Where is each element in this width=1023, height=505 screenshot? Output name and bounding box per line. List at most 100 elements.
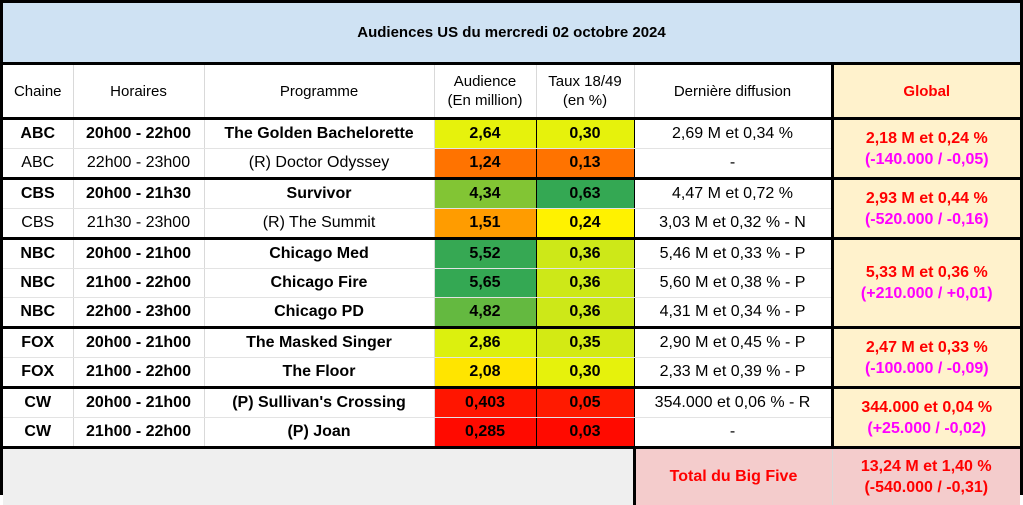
header-taux: Taux 18/49 (en %) <box>536 65 634 119</box>
cell-horaires: 22h00 - 23h00 <box>73 298 204 328</box>
cell-audience: 2,64 <box>434 119 536 149</box>
global-delta: (-140.000 / -0,05) <box>834 149 1021 170</box>
cell-chaine: NBC <box>3 239 73 269</box>
header-taux-line2: (en %) <box>563 92 607 109</box>
cell-audience: 1,24 <box>434 149 536 179</box>
header-taux-line1: Taux 18/49 <box>548 73 621 90</box>
total-main: 13,24 M et 1,40 % <box>833 456 1021 477</box>
cell-derniere: 2,90 M et 0,45 % - P <box>634 328 832 358</box>
cell-programme: Chicago Fire <box>204 269 434 298</box>
cell-chaine: ABC <box>3 119 73 149</box>
cell-derniere: 354.000 et 0,06 % - R <box>634 388 832 418</box>
cell-chaine: CW <box>3 418 73 448</box>
cell-chaine: CBS <box>3 179 73 209</box>
cell-taux: 0,05 <box>536 388 634 418</box>
global-cell-nbc: 5,33 M et 0,36 %(+210.000 / +0,01) <box>832 239 1020 328</box>
cell-derniere: 4,31 M et 0,34 % - P <box>634 298 832 328</box>
header-programme: Programme <box>204 65 434 119</box>
global-delta: (-520.000 / -0,16) <box>834 209 1021 230</box>
cell-audience: 2,08 <box>434 358 536 388</box>
cell-audience: 4,82 <box>434 298 536 328</box>
header-horaires: Horaires <box>73 65 204 119</box>
cell-derniere: 2,33 M et 0,39 % - P <box>634 358 832 388</box>
cell-horaires: 21h00 - 22h00 <box>73 269 204 298</box>
header-audience-line1: Audience <box>454 73 517 90</box>
cell-taux: 0,30 <box>536 119 634 149</box>
cell-taux: 0,36 <box>536 239 634 269</box>
global-total: 344.000 et 0,04 % <box>834 397 1021 418</box>
cell-horaires: 20h00 - 21h00 <box>73 388 204 418</box>
cell-derniere: 2,69 M et 0,34 % <box>634 119 832 149</box>
cell-horaires: 22h00 - 23h00 <box>73 149 204 179</box>
cell-chaine: CW <box>3 388 73 418</box>
total-label: Total du Big Five <box>634 448 832 505</box>
cell-horaires: 20h00 - 21h30 <box>73 179 204 209</box>
cell-taux: 0,35 <box>536 328 634 358</box>
cell-programme: The Masked Singer <box>204 328 434 358</box>
cell-audience: 0,403 <box>434 388 536 418</box>
cell-taux: 0,03 <box>536 418 634 448</box>
cell-taux: 0,30 <box>536 358 634 388</box>
global-cell-cbs: 2,93 M et 0,44 %(-520.000 / -0,16) <box>832 179 1020 239</box>
total-value-cell: 13,24 M et 1,40 %(-540.000 / -0,31) <box>832 448 1020 505</box>
header-audience: Audience (En million) <box>434 65 536 119</box>
cell-programme: (R) The Summit <box>204 209 434 239</box>
ratings-table: Chaine Horaires Programme Audience (En mi… <box>3 65 1020 505</box>
cell-derniere: - <box>634 418 832 448</box>
cell-audience: 1,51 <box>434 209 536 239</box>
cell-programme: The Golden Bachelorette <box>204 119 434 149</box>
cell-audience: 2,86 <box>434 328 536 358</box>
global-total: 2,47 M et 0,33 % <box>834 337 1021 358</box>
global-total: 5,33 M et 0,36 % <box>834 262 1021 283</box>
cell-programme: (P) Joan <box>204 418 434 448</box>
cell-horaires: 21h00 - 22h00 <box>73 358 204 388</box>
cell-taux: 0,63 <box>536 179 634 209</box>
cell-taux: 0,36 <box>536 269 634 298</box>
cell-horaires: 21h30 - 23h00 <box>73 209 204 239</box>
cell-horaires: 20h00 - 22h00 <box>73 119 204 149</box>
cell-derniere: 3,03 M et 0,32 % - N <box>634 209 832 239</box>
cell-horaires: 20h00 - 21h00 <box>73 328 204 358</box>
cell-programme: The Floor <box>204 358 434 388</box>
cell-taux: 0,24 <box>536 209 634 239</box>
cell-chaine: CBS <box>3 209 73 239</box>
cell-derniere: 5,60 M et 0,38 % - P <box>634 269 832 298</box>
header-global: Global <box>832 65 1020 119</box>
cell-taux: 0,13 <box>536 149 634 179</box>
global-cell-cw: 344.000 et 0,04 %(+25.000 / -0,02) <box>832 388 1020 448</box>
header-row: Chaine Horaires Programme Audience (En mi… <box>3 65 1020 119</box>
cell-derniere: 4,47 M et 0,72 % <box>634 179 832 209</box>
cell-audience: 5,52 <box>434 239 536 269</box>
cell-derniere: - <box>634 149 832 179</box>
cell-programme: (R) Doctor Odyssey <box>204 149 434 179</box>
global-total: 2,93 M et 0,44 % <box>834 188 1021 209</box>
cell-chaine: FOX <box>3 328 73 358</box>
cell-chaine: FOX <box>3 358 73 388</box>
cell-programme: Chicago Med <box>204 239 434 269</box>
global-delta: (+25.000 / -0,02) <box>834 418 1021 439</box>
cell-taux: 0,36 <box>536 298 634 328</box>
global-delta: (+210.000 / +0,01) <box>834 283 1021 304</box>
page-title: Audiences US du mercredi 02 octobre 2024 <box>3 3 1020 65</box>
cell-chaine: ABC <box>3 149 73 179</box>
cell-programme: Survivor <box>204 179 434 209</box>
cell-programme: Chicago PD <box>204 298 434 328</box>
footer-empty-area <box>3 448 634 505</box>
global-delta: (-100.000 / -0,09) <box>834 358 1021 379</box>
cell-audience: 4,34 <box>434 179 536 209</box>
cell-derniere: 5,46 M et 0,33 % - P <box>634 239 832 269</box>
header-derniere: Dernière diffusion <box>634 65 832 119</box>
global-total: 2,18 M et 0,24 % <box>834 128 1021 149</box>
global-cell-abc: 2,18 M et 0,24 %(-140.000 / -0,05) <box>832 119 1020 179</box>
header-audience-line2: (En million) <box>447 92 522 109</box>
cell-audience: 0,285 <box>434 418 536 448</box>
cell-chaine: NBC <box>3 298 73 328</box>
header-chaine: Chaine <box>3 65 73 119</box>
cell-horaires: 20h00 - 21h00 <box>73 239 204 269</box>
cell-chaine: NBC <box>3 269 73 298</box>
